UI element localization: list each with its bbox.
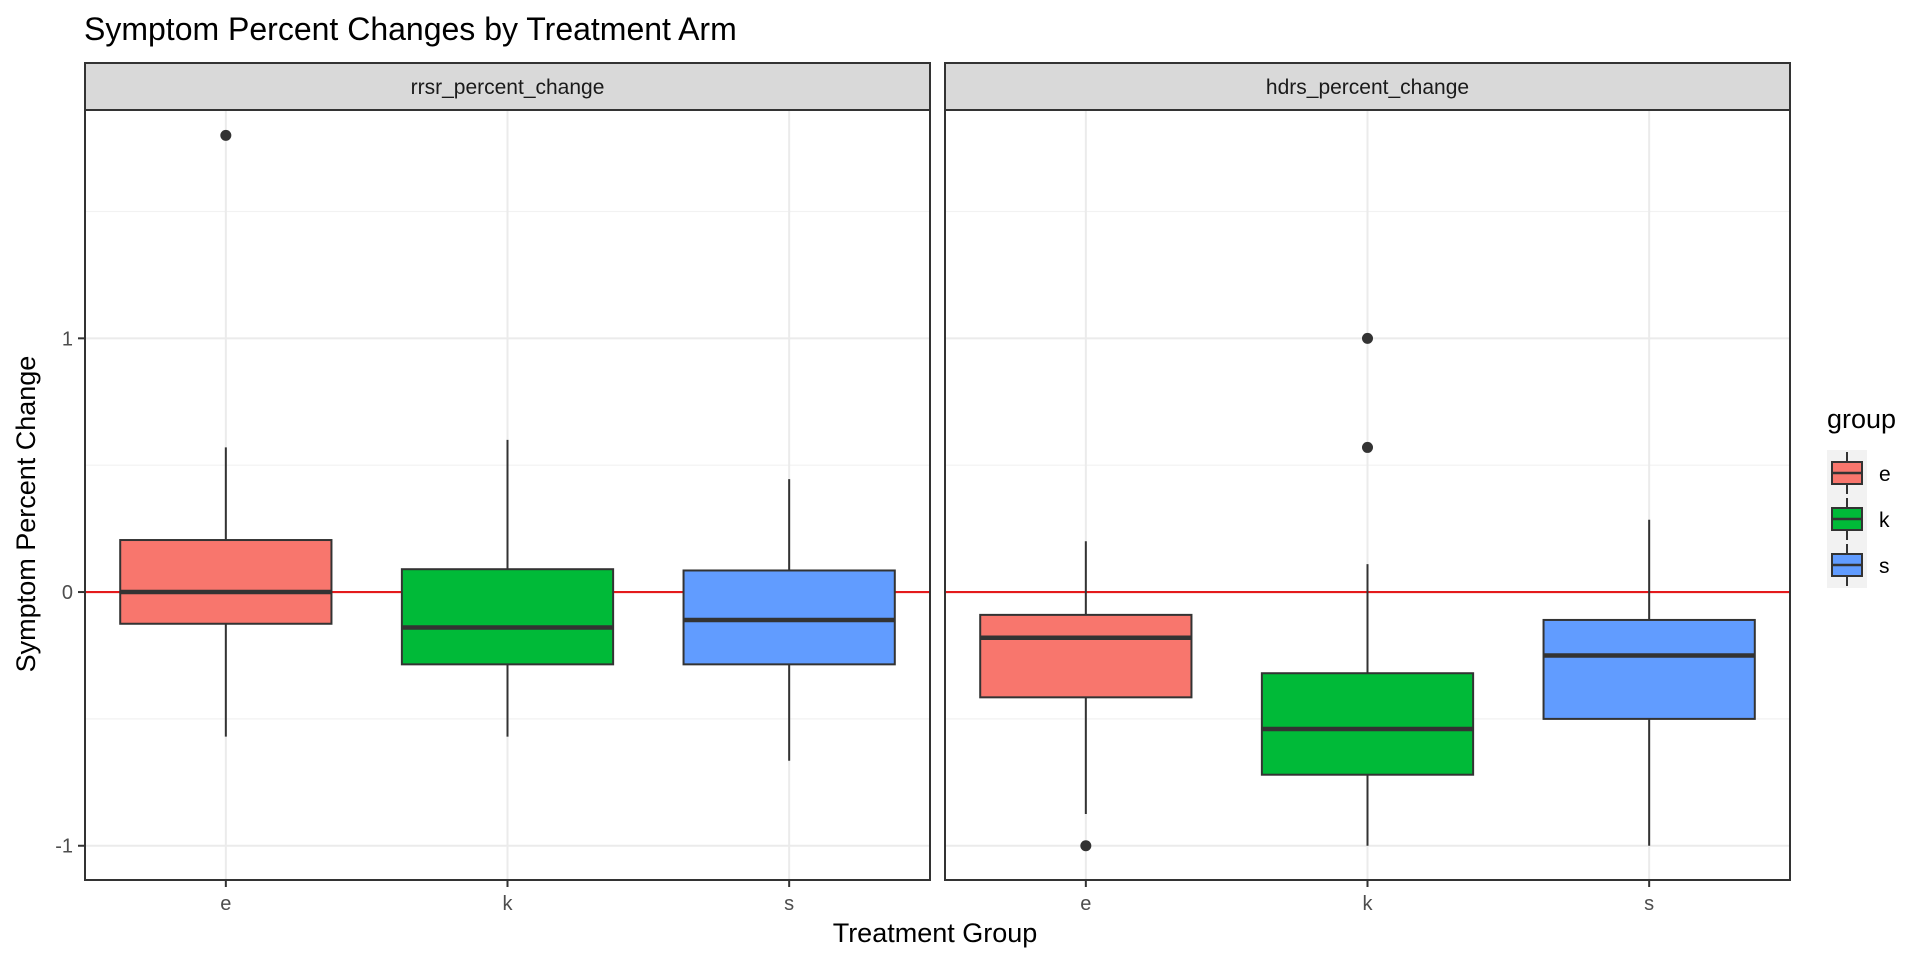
legend: group eks bbox=[1827, 404, 1896, 588]
legend-label: s bbox=[1879, 555, 1890, 578]
outlier-point bbox=[1362, 441, 1373, 453]
iqr-box bbox=[119, 539, 333, 625]
facet-strip bbox=[84, 62, 931, 111]
box-s bbox=[682, 479, 896, 761]
iqr-box bbox=[1260, 672, 1475, 776]
legend-label: e bbox=[1879, 463, 1891, 486]
legend-entry-e: e bbox=[1827, 450, 1891, 496]
x-axis-title: Treatment Group bbox=[833, 918, 1038, 948]
y-axis-title: Symptom Percent Change bbox=[11, 356, 41, 673]
x-tick-label: s bbox=[784, 893, 794, 915]
iqr-box bbox=[1542, 618, 1756, 720]
iqr-box bbox=[979, 613, 1193, 699]
box-s bbox=[1542, 519, 1756, 846]
y-tick-label: -1 bbox=[55, 836, 73, 858]
iqr-box bbox=[400, 568, 615, 666]
outlier-point bbox=[1080, 840, 1092, 852]
facet-strip-label: rrsr_percent_change bbox=[411, 76, 605, 99]
x-tick-label: e bbox=[1080, 893, 1091, 915]
box-e bbox=[979, 541, 1193, 852]
legend-entry-s: s bbox=[1827, 542, 1890, 588]
box-k bbox=[1260, 332, 1475, 846]
iqr-box bbox=[682, 569, 896, 666]
box-k bbox=[400, 439, 615, 737]
legend-entry-k: k bbox=[1827, 496, 1890, 542]
facet-strip-label: hdrs_percent_change bbox=[1266, 76, 1469, 99]
legend-title: group bbox=[1827, 404, 1896, 434]
x-tick-label: s bbox=[1644, 893, 1654, 915]
x-tick-label: k bbox=[1363, 893, 1374, 915]
facet-strip bbox=[944, 62, 1791, 111]
x-tick-label: e bbox=[220, 893, 231, 915]
box-e bbox=[119, 129, 333, 737]
x-tick-label: k bbox=[503, 893, 514, 915]
outlier-point bbox=[1362, 332, 1373, 344]
y-tick-label: 0 bbox=[62, 582, 73, 604]
y-tick-label: 1 bbox=[62, 328, 73, 350]
chart-title: Symptom Percent Changes by Treatment Arm bbox=[84, 11, 737, 47]
legend-label: k bbox=[1879, 509, 1890, 532]
outlier-point bbox=[220, 129, 232, 141]
